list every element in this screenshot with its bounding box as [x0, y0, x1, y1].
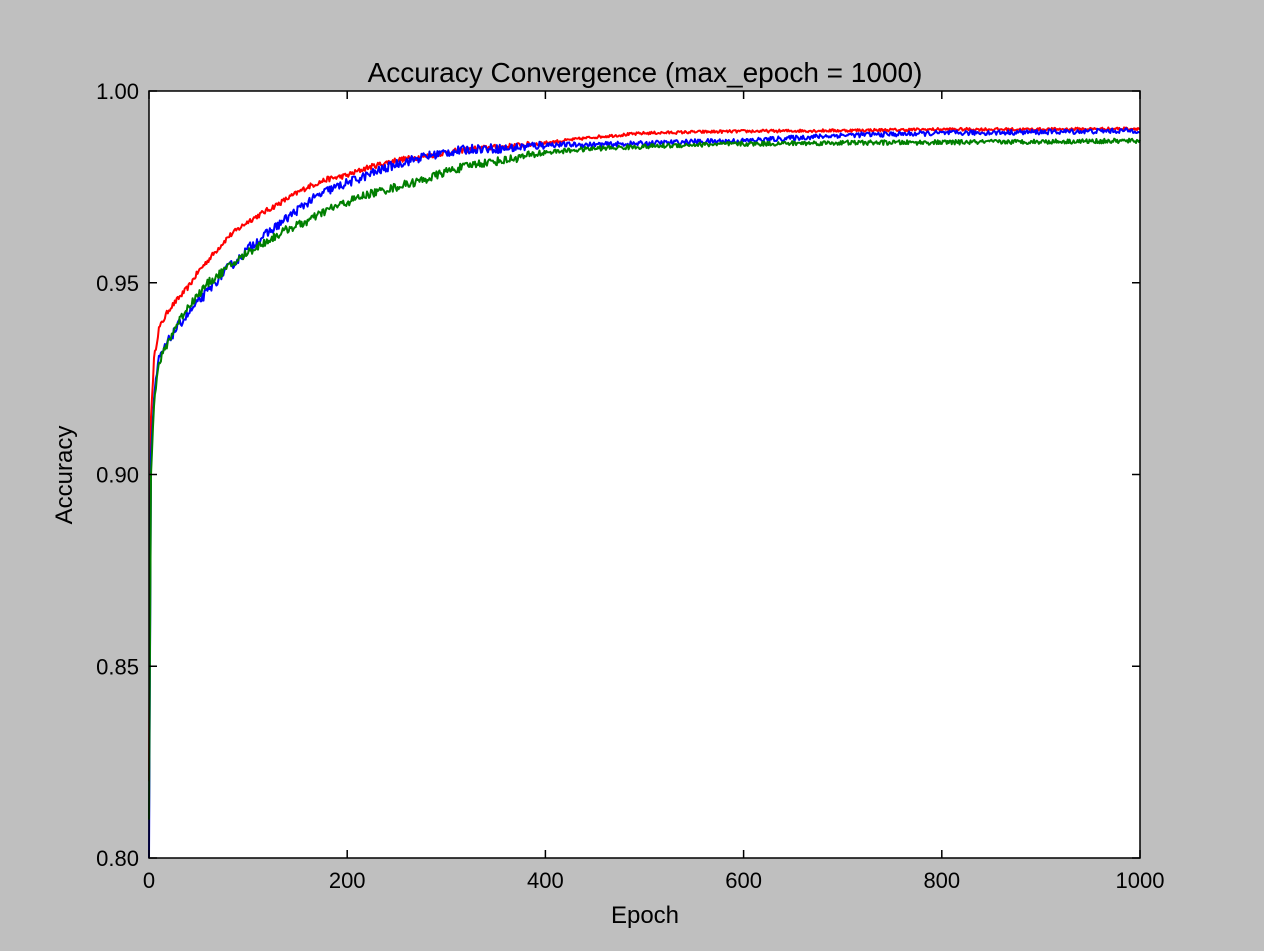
plot-area: [149, 91, 1140, 858]
y-tick-label: 0.80: [96, 846, 139, 871]
y-tick-label: 0.95: [96, 271, 139, 296]
tick-layer: 0 200 400 600 800 1000 0.80 0.85 0.90 0.95 1.00: [96, 79, 1164, 893]
series-layer: [148, 126, 1141, 859]
y-tick-label: 0.85: [96, 654, 139, 679]
x-axis-label: Epoch: [611, 902, 679, 929]
series-line-3: [148, 137, 1141, 820]
x-tick-label: 400: [527, 868, 564, 893]
series-line-1: [148, 126, 1141, 782]
x-tick-label: 600: [725, 868, 762, 893]
y-axis-label: Accuracy: [51, 426, 78, 525]
x-tick-label: 800: [923, 868, 960, 893]
x-tick-label: 1000: [1116, 868, 1165, 893]
y-tick-label: 1.00: [96, 79, 139, 104]
y-tick-label: 0.90: [96, 463, 139, 488]
x-tick-label: 200: [329, 868, 366, 893]
chart-title: Accuracy Convergence (max_epoch = 1000): [368, 57, 923, 88]
x-tick-label: 0: [143, 868, 155, 893]
